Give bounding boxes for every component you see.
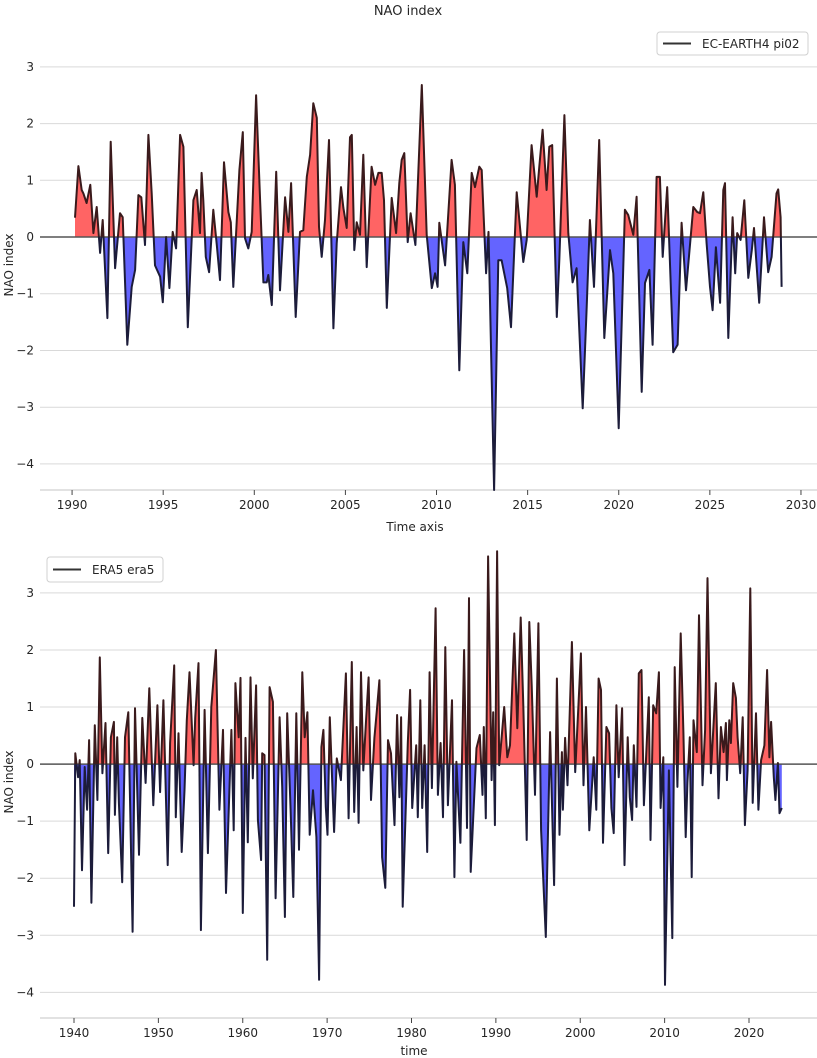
x-tick-label: 1980 <box>396 1026 427 1040</box>
y-axis-label: NAO index <box>2 233 16 296</box>
x-tick-label: 1970 <box>312 1026 343 1040</box>
legend-box <box>656 31 809 56</box>
plot-area: 3 2 1 0 −1 −2 −3 −4 1990 1995 2000 2005 2010 2015 2020… <box>16 60 817 512</box>
y-tick-label: 1 <box>26 173 34 187</box>
ec-earth4-panel: 3 2 1 0 −1 −2 −3 −4 1990 1995 2000 2005 2010 2015 2020… <box>2 31 817 534</box>
x-tick-label: 2020 <box>734 1026 765 1040</box>
x-axis-label: Time axis <box>385 520 443 534</box>
x-tick-label: 2005 <box>330 498 361 512</box>
x-tick-label: 2020 <box>603 498 634 512</box>
legend: EC-EARTH4 pi02 <box>656 31 809 56</box>
y-tick-label: 2 <box>26 643 34 657</box>
y-tick-label: −2 <box>16 871 34 885</box>
x-tick-label: 1990 <box>57 498 88 512</box>
y-tick-label: 1 <box>26 700 34 714</box>
x-axis-label: time <box>400 1044 427 1058</box>
y-tick-label: 0 <box>26 230 34 244</box>
x-tick-label: 2015 <box>512 498 543 512</box>
y-axis-label: NAO index <box>2 750 16 813</box>
x-tick-label: 2025 <box>695 498 726 512</box>
y-tick-label: 0 <box>26 757 34 771</box>
y-tick-label: −4 <box>16 457 34 471</box>
y-tick-label: 3 <box>26 60 34 74</box>
era5-panel: 3 2 1 0 −1 −2 −3 −4 1940 1950 1960 1970 1980 1990 2000… <box>2 550 817 1058</box>
x-tick-label: 2010 <box>421 498 452 512</box>
legend-box <box>46 556 164 583</box>
y-tick-label: −2 <box>16 343 34 357</box>
y-tick-label: 3 <box>26 586 34 600</box>
y-tick-label: −4 <box>16 985 34 999</box>
plot-area: 3 2 1 0 −1 −2 −3 −4 1940 1950 1960 1970 1980 1990 2000… <box>16 550 817 1040</box>
y-tick-label: −1 <box>16 814 34 828</box>
nao-series-line-negative <box>97 237 783 491</box>
y-tick-label: 2 <box>26 117 34 131</box>
x-tick-label: 1990 <box>481 1026 512 1040</box>
x-tick-label: 2000 <box>239 498 270 512</box>
x-tick-label: 2010 <box>649 1026 680 1040</box>
negative-anomaly-fill <box>98 237 782 490</box>
y-tick-label: −3 <box>16 400 34 414</box>
legend-label: ERA5 era5 <box>92 563 154 577</box>
y-tick-label: −3 <box>16 928 34 942</box>
x-tick-label: 1995 <box>148 498 179 512</box>
figure-title: NAO index <box>374 4 443 19</box>
x-tick-label: 1960 <box>227 1026 258 1040</box>
legend-label: EC-EARTH4 pi02 <box>702 37 800 51</box>
nao-series-line-negative <box>73 764 783 986</box>
legend: ERA5 era5 <box>46 556 164 583</box>
x-tick-label: 2000 <box>565 1026 596 1040</box>
x-tick-label: 1940 <box>59 1026 90 1040</box>
x-tick-label: 2030 <box>786 498 817 512</box>
y-tick-label: −1 <box>16 287 34 301</box>
x-tick-label: 1950 <box>143 1026 174 1040</box>
nao-series-line-positive <box>74 84 782 238</box>
nao-series-line-positive <box>74 550 779 765</box>
